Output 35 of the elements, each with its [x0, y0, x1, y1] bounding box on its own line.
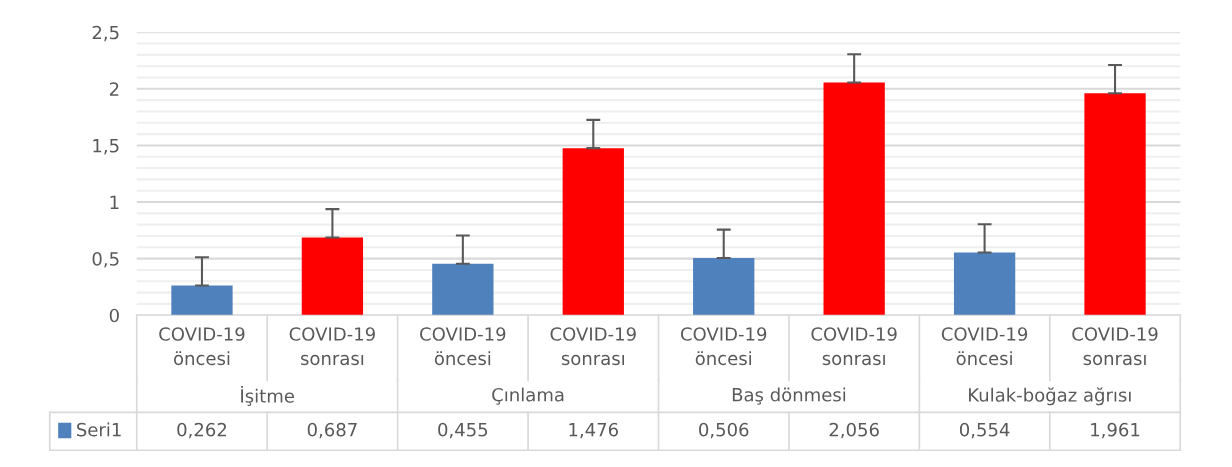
y-tick-label: 1,5: [93, 139, 119, 155]
bar: [823, 82, 885, 316]
data-label: 2,056: [829, 422, 879, 439]
y-tick-label: 0: [109, 308, 119, 323]
y-tick-label: 2: [109, 82, 119, 96]
data-label: 1,961: [1091, 422, 1140, 439]
text: Baş dönmesi: [732, 387, 846, 405]
legend-label: Seri1: [77, 422, 121, 437]
data-label: 0,554: [959, 422, 1010, 439]
data-label: 0,506: [699, 422, 749, 439]
x-tick-label: COVID-19 öncesi: [159, 327, 245, 366]
data-label: 0,455: [438, 422, 488, 439]
data-label: 0,687: [307, 422, 357, 439]
bar: [1084, 93, 1146, 316]
data-label: 1,476: [569, 422, 618, 439]
bar: [432, 263, 494, 316]
bar: [953, 252, 1016, 316]
text: İşitme: [241, 386, 294, 406]
text: Kulak-boğaz ağrısı: [969, 387, 1131, 406]
x-tick-label: COVID-19 sonrası: [811, 327, 897, 366]
bar: [171, 285, 233, 316]
x-tick-label: COVID-19 öncesi: [420, 327, 506, 366]
y-tick-label: 0,5: [92, 252, 119, 268]
x-tick-label: COVID-19 öncesi: [941, 327, 1028, 366]
bar: [562, 148, 624, 316]
y-tick-label: 2,5: [92, 25, 119, 42]
x-tick-label: COVID-19 sonrası: [1072, 327, 1158, 366]
text: Çınlama: [492, 387, 564, 405]
data-label: 0,262: [177, 422, 227, 439]
bar: [301, 237, 364, 316]
x-tick-label: COVID-19 öncesi: [680, 327, 767, 366]
bar: [693, 257, 755, 316]
y-tick-label: 1: [110, 195, 119, 209]
x-tick-label: COVID-19 sonrası: [289, 327, 375, 366]
x-tick-label: COVID-19 sonrası: [550, 327, 636, 366]
